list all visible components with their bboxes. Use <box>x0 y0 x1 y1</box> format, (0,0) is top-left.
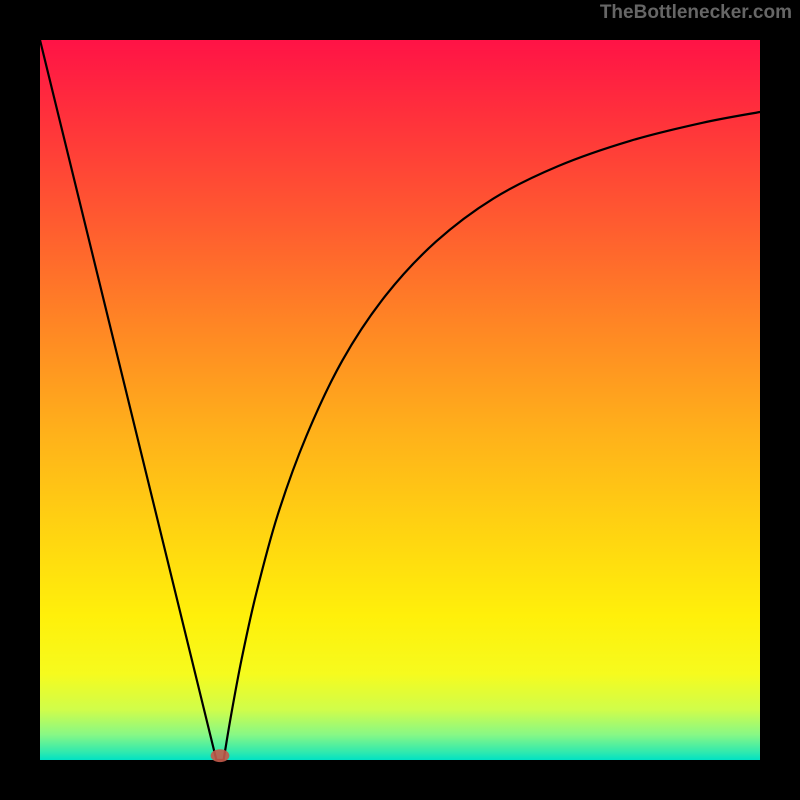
chart-svg <box>0 0 800 800</box>
chart-container: TheBottlenecker.com <box>0 0 800 800</box>
minimum-marker <box>211 749 230 762</box>
plot-area <box>40 40 760 760</box>
